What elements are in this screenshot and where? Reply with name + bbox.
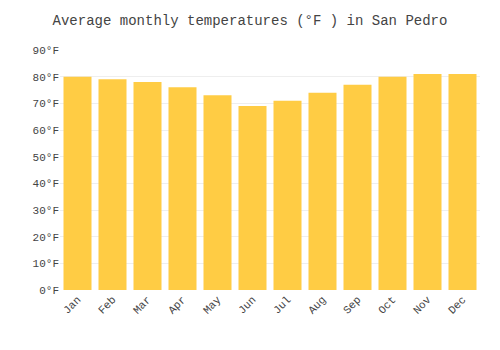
svg-text:Dec: Dec xyxy=(446,294,468,316)
svg-text:Oct: Oct xyxy=(376,294,398,316)
svg-text:10°F: 10°F xyxy=(33,258,59,270)
svg-text:40°F: 40°F xyxy=(33,178,59,190)
svg-text:60°F: 60°F xyxy=(33,125,59,137)
svg-text:50°F: 50°F xyxy=(33,152,59,164)
svg-text:Sep: Sep xyxy=(341,294,363,316)
svg-text:Mar: Mar xyxy=(131,294,153,316)
svg-text:Average monthly temperatures (: Average monthly temperatures (°F ) in Sa… xyxy=(53,13,448,29)
svg-text:Jan: Jan xyxy=(61,294,83,316)
svg-text:90°F: 90°F xyxy=(33,45,59,57)
svg-text:Apr: Apr xyxy=(166,294,188,316)
svg-text:Nov: Nov xyxy=(411,294,434,317)
svg-text:Feb: Feb xyxy=(96,294,118,316)
svg-text:Aug: Aug xyxy=(306,294,328,316)
svg-text:30°F: 30°F xyxy=(33,205,59,217)
svg-text:0°F: 0°F xyxy=(39,285,59,297)
svg-text:70°F: 70°F xyxy=(33,98,59,110)
svg-text:Jun: Jun xyxy=(236,294,258,316)
svg-text:Jul: Jul xyxy=(271,294,293,316)
svg-text:80°F: 80°F xyxy=(33,72,59,84)
svg-text:May: May xyxy=(201,294,224,317)
svg-text:20°F: 20°F xyxy=(33,232,59,244)
